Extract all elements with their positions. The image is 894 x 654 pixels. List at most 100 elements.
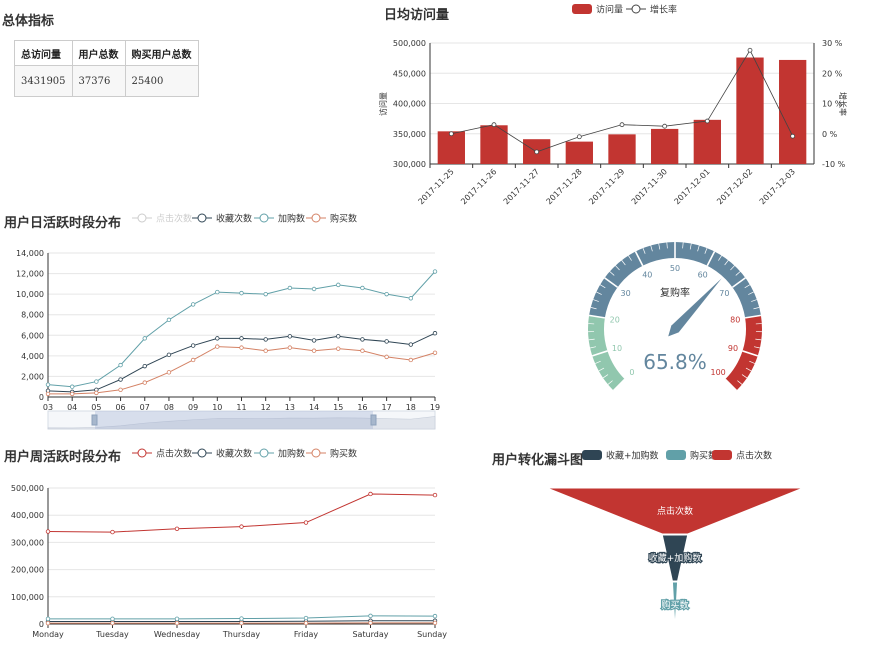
legend-swatch	[259, 213, 269, 223]
series-point	[69, 391, 75, 397]
gauge-minor-tick	[737, 380, 743, 385]
x-tick-label: Friday	[294, 630, 319, 639]
overall-value-cell: 3431905	[14, 65, 73, 97]
series-line	[48, 346, 436, 395]
series-point	[174, 616, 180, 622]
y-right-tick-label: 10 %	[822, 100, 843, 109]
x-tick-label: 2017-12-02	[715, 167, 754, 206]
legend-label: 收藏+加购数	[606, 450, 659, 462]
legend-label: 加购数	[278, 213, 305, 225]
series-point	[384, 339, 389, 344]
series-point	[287, 285, 293, 291]
x-tick-label: 2017-11-29	[587, 167, 626, 206]
growth-point	[619, 122, 625, 128]
legend-label: 购买数	[330, 448, 357, 460]
bar	[437, 131, 465, 164]
x-tick-label: 18	[406, 403, 416, 412]
y-axis-label: 访问量	[378, 92, 388, 116]
gauge-minor-tick	[607, 380, 613, 385]
repurchase-gauge: 0 10 20 30 40 50 60 70 80 90 100 复购率 65.8%	[588, 242, 762, 392]
legend-swatch	[311, 448, 321, 458]
x-tick-label: 12	[261, 403, 271, 412]
gauge-minor-tick	[588, 338, 595, 341]
y-tick-label: 400,000	[11, 511, 44, 520]
series-point	[45, 616, 51, 622]
series-point	[45, 620, 51, 626]
y-tick-label: 12,000	[16, 270, 44, 279]
series-point	[190, 343, 196, 348]
growth-point	[747, 47, 753, 53]
x-tick-label: 08	[164, 403, 174, 412]
series-point	[239, 620, 244, 626]
x-tick-label: 09	[188, 403, 198, 412]
gauge-minor-tick	[753, 346, 760, 349]
series-point	[287, 334, 293, 339]
legend-label: 点击次数	[736, 450, 772, 462]
growth-point	[576, 134, 582, 140]
gauge-minor-tick	[755, 338, 762, 341]
x-tick-label: 11	[236, 403, 246, 412]
y-right-tick-label: -10 %	[822, 160, 846, 169]
series-point	[94, 379, 99, 384]
series-point	[432, 492, 438, 498]
x-tick-label: 05	[91, 403, 101, 412]
bar	[608, 134, 636, 164]
series-point	[263, 337, 268, 342]
gauge-major-tick	[724, 378, 738, 392]
y-tick-label: 500,000	[393, 39, 426, 48]
gauge-minor-tick	[682, 242, 684, 249]
gauge-minor-tick	[730, 265, 735, 271]
y-tick-label: 8,000	[21, 311, 44, 320]
gauge-minor-tick	[602, 374, 609, 379]
legend-swatch	[197, 213, 207, 223]
x-tick-label: Sunday	[417, 630, 447, 639]
series-point	[336, 346, 341, 351]
overall-value-row: 3431905 37376 25400	[14, 65, 199, 97]
hourly-title: 用户日活跃时段分布	[4, 216, 122, 231]
gauge-major-tick	[742, 350, 758, 357]
y-right-tick-label: 30 %	[822, 39, 843, 48]
gauge-minor-tick	[666, 242, 668, 249]
overall-header-cell: 总访问量	[14, 40, 73, 66]
x-tick-label: 13	[285, 403, 295, 412]
series-point	[110, 529, 115, 535]
series-point	[311, 338, 317, 343]
zoom-slider-handle-right	[370, 414, 377, 426]
series-point	[360, 337, 365, 342]
gauge-minor-tick	[595, 360, 601, 364]
funnel-stage	[671, 581, 679, 629]
series-point	[303, 615, 309, 621]
series-point	[166, 317, 172, 323]
bar	[565, 141, 593, 164]
series-point	[368, 491, 373, 497]
gauge-minor-tick	[718, 255, 722, 261]
x-tick-label: 19	[430, 403, 440, 412]
x-tick-label: Saturday	[352, 630, 388, 639]
x-tick-label: Tuesday	[95, 630, 129, 639]
gauge-tick-label: 100	[710, 368, 725, 377]
series-point	[303, 520, 309, 525]
series-point	[368, 613, 373, 619]
y-tick-label: 14,000	[16, 249, 44, 258]
series-point	[69, 384, 75, 389]
gauge-tick-label: 60	[698, 271, 708, 280]
gauge-minor-tick	[609, 271, 615, 276]
series-point	[408, 342, 414, 347]
legend-swatch	[311, 213, 321, 223]
funnel-stage-label: 收藏+加购数	[649, 552, 702, 564]
gauge-tick-label: 10	[612, 344, 622, 353]
gauge-tick-label: 20	[610, 315, 620, 324]
series-point	[118, 377, 123, 382]
gauge-minor-tick	[724, 260, 729, 266]
gauge-minor-tick	[744, 284, 751, 289]
overall-header-cell: 购买用户总数	[124, 40, 199, 66]
series-point	[118, 362, 123, 368]
series-point	[45, 529, 51, 534]
gauge-name: 复购率	[660, 286, 690, 299]
series-point	[174, 620, 180, 626]
growth-point	[662, 123, 668, 129]
series-point	[360, 285, 365, 291]
legend-label: 收藏次数	[216, 448, 252, 460]
series-point	[142, 363, 147, 369]
